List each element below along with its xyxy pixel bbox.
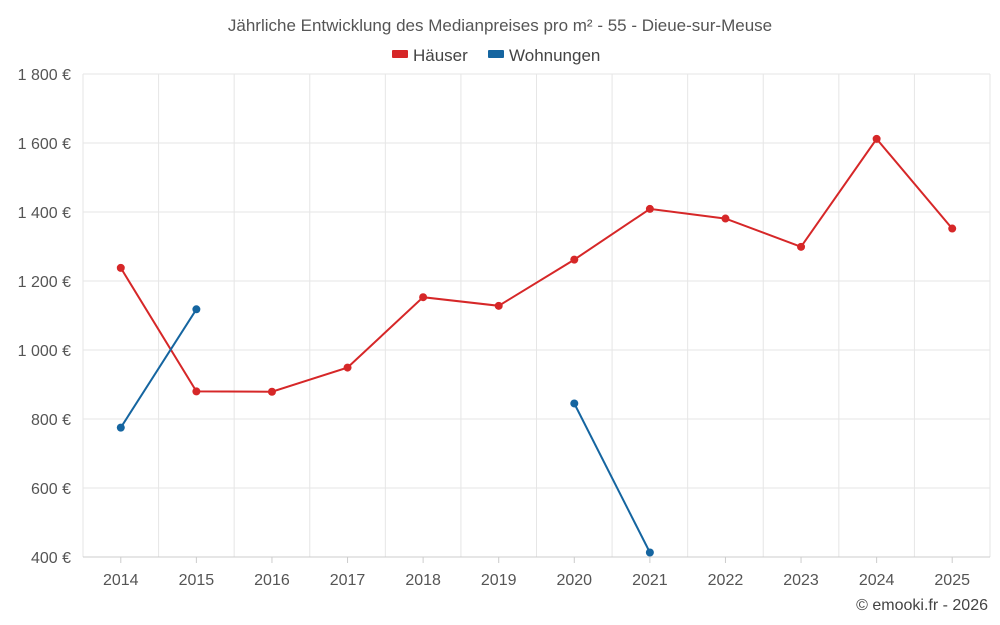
data-point[interactable]: [343, 363, 352, 372]
x-tick-label: 2023: [783, 572, 819, 589]
data-point[interactable]: [570, 399, 579, 408]
series-line: [119, 137, 953, 393]
data-point[interactable]: [192, 387, 201, 396]
data-point[interactable]: [570, 255, 579, 264]
x-tick-label: 2020: [556, 572, 592, 589]
credit-text: © emooki.fr - 2026: [856, 597, 988, 614]
series-wohnungen: [116, 305, 654, 557]
y-tick-label: 400 €: [31, 550, 71, 567]
data-point[interactable]: [494, 301, 503, 310]
x-tick-label: 2024: [859, 572, 895, 589]
x-tick-label: 2019: [481, 572, 517, 589]
x-tick-label: 2025: [934, 572, 970, 589]
legend-item[interactable]: Wohnungen: [488, 46, 600, 65]
data-point[interactable]: [645, 548, 654, 557]
x-tick-label: 2016: [254, 572, 290, 589]
chart-title: Jährliche Entwicklung des Medianpreises …: [228, 16, 772, 35]
y-tick-label: 1 400 €: [18, 205, 71, 222]
y-tick-label: 1 600 €: [18, 136, 71, 153]
series-layer: [116, 134, 957, 557]
grid-layer: [82, 73, 991, 558]
data-point[interactable]: [948, 224, 957, 233]
y-tick-label: 1 000 €: [18, 343, 71, 360]
y-tick-label: 600 €: [31, 481, 71, 498]
series-line: [119, 308, 198, 429]
legend-swatch: [392, 50, 408, 58]
legend: Häuser Wohnungen: [392, 46, 600, 65]
x-tick-label: 2018: [405, 572, 441, 589]
data-point[interactable]: [116, 263, 125, 272]
x-tick-label: 2015: [179, 572, 215, 589]
series-häuser: [116, 134, 957, 396]
x-tick-label: 2022: [708, 572, 744, 589]
legend-item[interactable]: Häuser: [392, 46, 468, 65]
x-axis: 2014 2015 2016 2017 2018 2019 2020 2021 2022 2023…: [103, 557, 970, 589]
x-tick-label: 2014: [103, 572, 139, 589]
data-point[interactable]: [797, 242, 806, 251]
data-point[interactable]: [267, 387, 276, 396]
data-point[interactable]: [872, 134, 881, 143]
y-tick-label: 800 €: [31, 412, 71, 429]
legend-label: Häuser: [413, 46, 468, 65]
data-point[interactable]: [419, 293, 428, 302]
legend-swatch: [488, 50, 504, 58]
data-point[interactable]: [116, 423, 125, 432]
data-point[interactable]: [192, 305, 201, 314]
series-line: [573, 403, 651, 553]
x-tick-label: 2017: [330, 572, 366, 589]
data-point[interactable]: [645, 204, 654, 213]
x-tick-label: 2021: [632, 572, 668, 589]
y-tick-label: 1 200 €: [18, 274, 71, 291]
y-tick-label: 1 800 €: [18, 67, 71, 84]
y-axis: 400 € 600 € 800 € 1 000 € 1 200 € 1 400 € 1 60…: [18, 67, 71, 567]
legend-label: Wohnungen: [509, 46, 600, 65]
data-point[interactable]: [721, 214, 730, 223]
